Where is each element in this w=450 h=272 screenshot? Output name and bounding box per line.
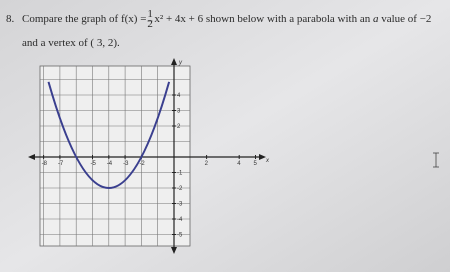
x-axis-label: x <box>265 158 270 164</box>
arrow <box>259 154 266 160</box>
y-tick-label: 4 <box>177 93 181 99</box>
arrow <box>171 58 177 65</box>
x-tick-label: 5 <box>254 161 258 167</box>
text-cursor <box>433 152 439 168</box>
y-tick-label: -1 <box>177 171 183 177</box>
x-tick-label: 2 <box>205 161 209 167</box>
text: x² + 4x + 6 shown below with a parabola … <box>154 13 373 25</box>
y-tick-label: 2 <box>177 124 181 130</box>
x-tick-label: -3 <box>123 161 129 167</box>
text: Compare the graph of f(x) = <box>22 13 146 25</box>
text: a <box>373 13 379 25</box>
arrow <box>28 154 35 160</box>
x-tick-label: -5 <box>91 161 97 167</box>
x-tick-label: 4 <box>237 161 241 167</box>
question-text: and a vertex of ( 3, 2). <box>22 37 120 49</box>
question-text: Compare the graph of f(x) = <box>22 13 146 25</box>
x-tick-label: -4 <box>107 161 113 167</box>
question-text: x² + 4x + 6 shown below with a parabola … <box>154 13 431 25</box>
arrow <box>171 247 177 254</box>
fraction-denominator: 2 <box>147 18 153 30</box>
y-tick-label: -2 <box>177 186 183 192</box>
y-axis-label: y <box>178 60 183 66</box>
question-number: 8. <box>6 13 15 25</box>
x-tick-label: -8 <box>42 161 48 167</box>
text: value of −2 <box>378 13 431 25</box>
x-tick-label: -2 <box>139 161 145 167</box>
x-tick-label: -7 <box>58 161 64 167</box>
y-tick-label: -3 <box>177 202 183 208</box>
fraction-numerator: 1 <box>147 8 153 20</box>
y-tick-label: 3 <box>177 109 181 115</box>
parabola <box>47 81 171 189</box>
y-tick-label: -4 <box>177 217 183 223</box>
graph: x y -8 -7 -5 -4 -3 -2 2 4 5 4 3 2 -1 -2 -3 -4 -5 <box>28 20 270 254</box>
y-tick-label: -5 <box>177 233 183 239</box>
